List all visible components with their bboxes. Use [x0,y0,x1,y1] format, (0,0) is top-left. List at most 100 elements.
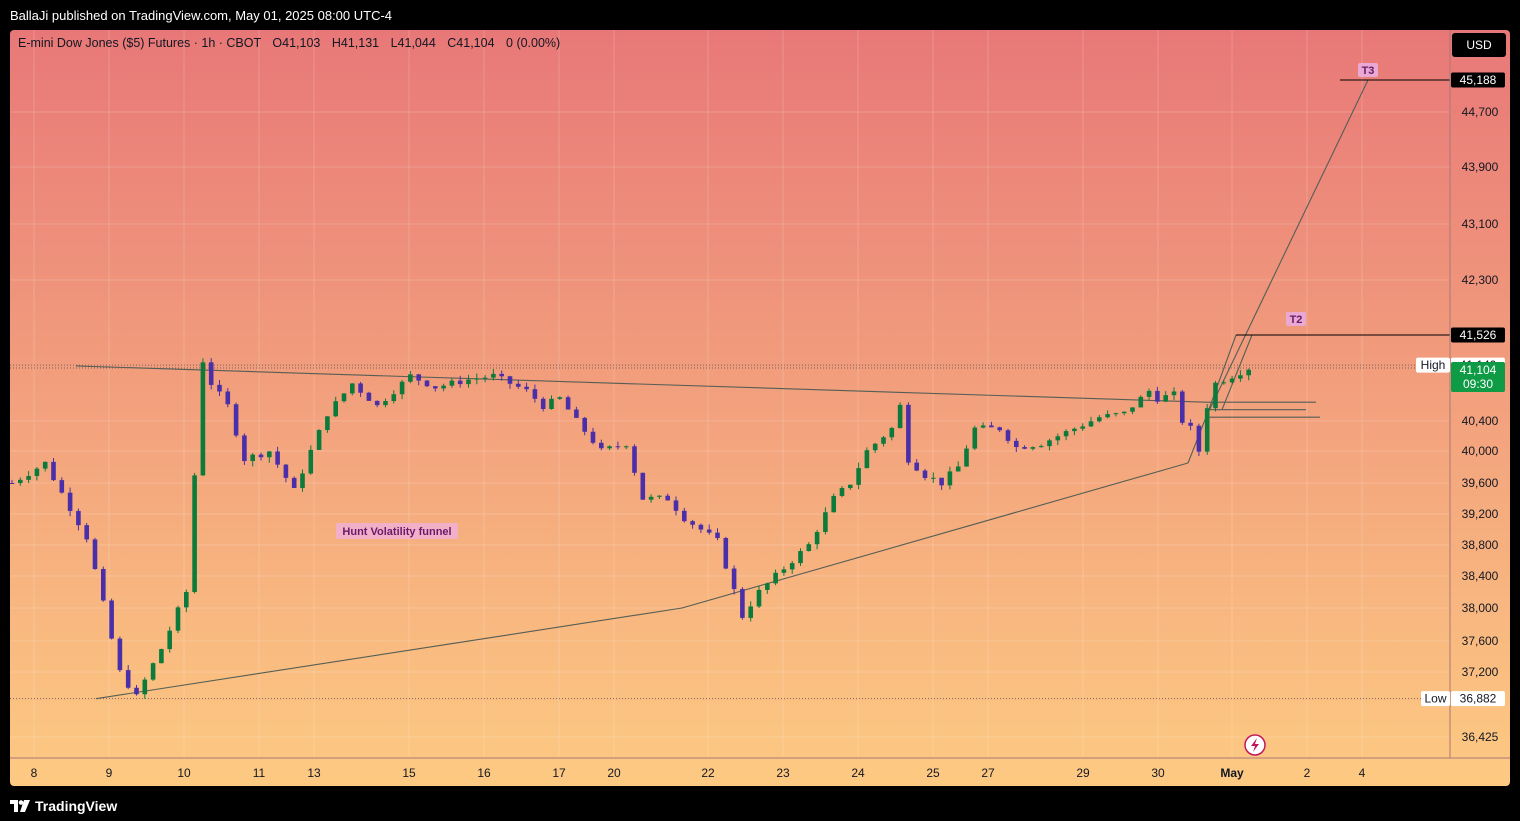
candle[interactable] [914,459,919,472]
symbol-legend[interactable]: E-mini Dow Jones ($5) Futures · 1h · CBO… [18,36,560,50]
candle[interactable] [1097,415,1102,423]
t2-marker[interactable] [1286,312,1306,326]
candle[interactable] [408,370,413,384]
candle[interactable] [283,463,289,483]
candle[interactable] [806,542,812,552]
candle[interactable] [1121,411,1127,416]
candle[interactable] [731,565,737,595]
candle[interactable] [325,416,330,433]
candle[interactable] [856,462,861,490]
candle[interactable] [18,477,23,486]
candle[interactable] [789,561,795,574]
candle[interactable] [864,447,870,469]
candle[interactable] [474,373,480,385]
candle[interactable] [26,471,31,484]
candle[interactable] [159,648,164,664]
candle[interactable] [250,453,255,467]
candle[interactable] [1229,375,1235,384]
candle[interactable] [748,601,753,622]
candle[interactable] [167,626,172,653]
candle[interactable] [416,373,421,386]
currency-button[interactable] [1452,33,1506,57]
candle[interactable] [632,444,637,476]
candle[interactable] [939,477,944,490]
candle[interactable] [76,508,81,531]
candle[interactable] [516,380,521,389]
candle[interactable] [607,445,612,451]
candle[interactable] [1180,389,1185,425]
candle[interactable] [258,452,264,461]
candle[interactable] [134,684,139,696]
candle[interactable] [242,433,247,465]
candle[interactable] [623,445,629,450]
candle[interactable] [565,395,571,410]
candle[interactable] [640,472,646,501]
candle[interactable] [308,445,314,475]
candle[interactable] [872,442,878,453]
candle[interactable] [1246,368,1251,381]
candle[interactable] [1047,438,1052,451]
candle[interactable] [964,445,969,467]
candle[interactable] [10,479,15,484]
candle[interactable] [233,402,239,438]
candle[interactable] [59,477,65,494]
candle[interactable] [648,494,654,503]
candle[interactable] [1022,445,1027,450]
candle[interactable] [358,381,363,397]
candle[interactable] [1204,403,1210,455]
candle[interactable] [989,421,994,428]
candle[interactable] [673,496,679,516]
candle[interactable] [980,422,986,429]
chart-area[interactable]: T3 T2 Hunt Volatility funnel E-mini Dow … [10,30,1510,786]
candle[interactable] [1138,395,1144,408]
candle[interactable] [798,548,803,566]
candle[interactable] [574,406,579,419]
candle[interactable] [1130,407,1135,415]
candle[interactable] [814,529,820,550]
candle[interactable] [1171,387,1177,401]
candlestick-chart[interactable]: T3 T2 Hunt Volatility funnel E-mini Dow … [10,30,1510,786]
candle[interactable] [316,429,322,451]
candle[interactable] [300,469,305,492]
candle[interactable] [615,441,621,450]
candle[interactable] [1014,438,1019,453]
candle[interactable] [698,523,704,533]
candle[interactable] [665,493,670,501]
candle[interactable] [449,377,455,388]
candle[interactable] [109,598,114,640]
candle[interactable] [922,468,928,481]
candle[interactable] [897,402,903,429]
candle[interactable] [184,589,189,613]
candle[interactable] [557,396,563,400]
candle[interactable] [690,519,695,529]
candle[interactable] [1163,391,1168,403]
funnel-label-box[interactable] [336,523,458,539]
candle[interactable] [906,402,911,466]
candle[interactable] [391,390,397,404]
candle[interactable] [1063,429,1069,441]
candle[interactable] [1030,446,1036,451]
candle[interactable] [657,495,662,500]
lightning-icon[interactable] [1244,734,1266,756]
candle[interactable] [1155,386,1160,404]
candle[interactable] [740,587,745,620]
candle[interactable] [706,524,712,535]
time-axis[interactable]: 8 9 10 11 13 15 16 17 20 22 23 24 25 27 29 30 May 2 4 [31,766,1366,780]
candle[interactable] [507,375,513,389]
candle[interactable] [590,427,596,445]
candles[interactable] [10,358,1251,699]
candle[interactable] [441,383,446,392]
candle[interactable] [341,393,347,403]
candle[interactable] [765,582,770,594]
candle[interactable] [582,416,587,436]
candle[interactable] [931,472,936,483]
candle[interactable] [92,537,98,570]
candle[interactable] [1113,412,1119,417]
candle[interactable] [1221,380,1227,385]
candle[interactable] [150,662,156,681]
candle[interactable] [291,476,297,489]
candle[interactable] [51,458,56,481]
candle[interactable] [756,585,762,609]
candle[interactable] [374,400,380,408]
candle[interactable] [1146,388,1152,400]
